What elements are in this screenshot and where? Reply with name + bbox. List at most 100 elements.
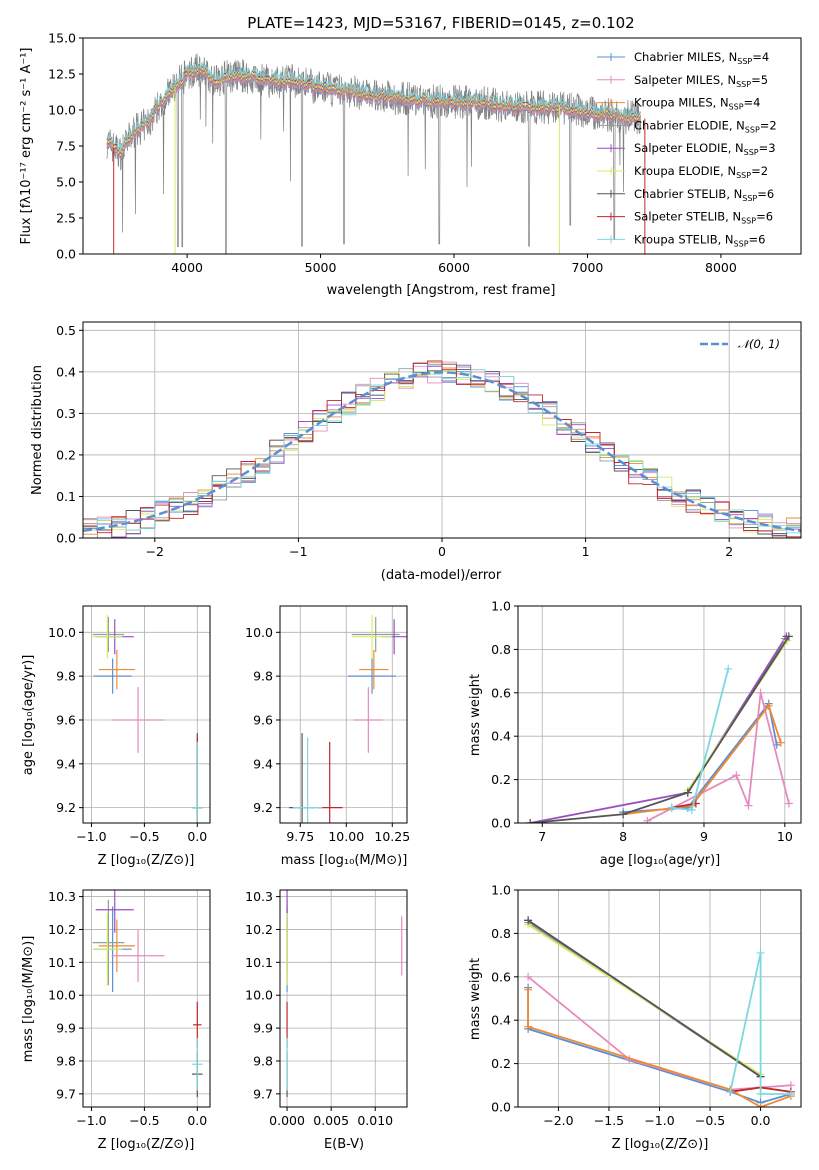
massweight-point-salpeter-miles — [784, 799, 793, 808]
massweight-point-chabrier-stelib — [526, 819, 535, 823]
massweight-point-kroupa-stelib — [726, 1087, 735, 1096]
mwz-ylabel: mass weight — [468, 958, 483, 1040]
y-tick-label: 0.4 — [491, 1013, 511, 1028]
y-tick-label: 0.6 — [491, 685, 511, 700]
massweight-line-kroupa-stelib — [671, 668, 730, 811]
x-tick-label: 7 — [538, 829, 546, 844]
x-tick-label: −0.5 — [129, 829, 159, 844]
massweight-point-kroupa-miles — [524, 985, 533, 994]
mwage-xlabel: age [log₁₀(age/yr)] — [600, 853, 721, 868]
y-tick-label: 10.2 — [48, 922, 76, 937]
gaussian-legend-label: 𝒩(0, 1) — [738, 337, 780, 351]
x-tick-label: 0.0 — [187, 829, 207, 844]
y-tick-label: 0.8 — [491, 926, 511, 941]
massebv-xlabel: E(B-V) — [324, 1137, 364, 1152]
y-tick-label: 9.2 — [56, 800, 76, 815]
residual-hist-salpeter-stelib — [83, 360, 801, 538]
panel-5-frame — [82, 889, 211, 1108]
y-tick-label: 5.0 — [56, 175, 76, 190]
massweight-line-salpeter-stelib — [671, 802, 697, 809]
y-tick-label: 10.0 — [48, 625, 76, 640]
x-tick-label: 0.005 — [313, 1113, 349, 1128]
legend-label-chabrier-miles: Chabrier MILES, NSSP=4 — [634, 50, 769, 66]
legend-subscript: SSP — [736, 80, 751, 89]
residual-ylabel: Normed distribution — [30, 365, 45, 495]
legend-count: =4 — [744, 96, 761, 110]
model-line-chabrier-elodie — [106, 67, 641, 159]
x-tick-label: 7000 — [572, 260, 604, 275]
legend-subscript: SSP — [729, 103, 744, 112]
x-tick-label: −2 — [146, 544, 164, 559]
y-tick-label: 10.0 — [48, 988, 76, 1003]
y-tick-label: 10.3 — [48, 889, 76, 904]
y-tick-label: 0.4 — [56, 364, 76, 379]
mwage-ylabel: mass weight — [468, 674, 483, 756]
x-tick-label: 0.010 — [357, 1113, 393, 1128]
panel-7-frame — [517, 889, 802, 1108]
y-tick-label: 10.0 — [245, 988, 273, 1003]
legend-count: =6 — [749, 232, 766, 246]
massweight-point-salpeter-miles — [524, 972, 533, 981]
legend-count: =5 — [751, 73, 768, 87]
y-tick-label: 9.2 — [253, 800, 273, 815]
massweight-point-chabrier-stelib — [784, 632, 793, 641]
model-line-kroupa-stelib — [106, 61, 641, 153]
y-tick-label: 0.0 — [491, 1100, 511, 1115]
legend-subscript: SSP — [736, 171, 751, 180]
y-tick-label: 1.0 — [491, 883, 511, 898]
y-tick-label: 15.0 — [48, 31, 76, 46]
y-tick-label: 0.8 — [491, 642, 511, 657]
y-tick-label: 9.8 — [253, 1053, 273, 1068]
agez-ylabel: age [log₁₀(age/yr)] — [21, 655, 36, 776]
y-tick-label: 9.8 — [56, 669, 76, 684]
model-line-salpeter-miles — [106, 70, 641, 161]
y-tick-label: 0.0 — [56, 531, 76, 546]
legend-count: =6 — [757, 187, 774, 201]
spectrum-xlabel: wavelength [Angstrom, rest frame] — [327, 283, 556, 298]
legend-count: =2 — [760, 118, 777, 132]
y-tick-label: 9.9 — [253, 1021, 273, 1036]
massweight-point-kroupa-stelib — [756, 1089, 765, 1098]
legend-subscript: SSP — [734, 239, 749, 248]
legend-count: =2 — [751, 164, 768, 178]
massweight-point-kroupa-stelib — [667, 803, 676, 812]
y-tick-label: 0.2 — [56, 447, 76, 462]
legend-label-salpeter-miles: Salpeter MILES, NSSP=5 — [634, 73, 768, 89]
massweight-point-salpeter-miles — [732, 771, 741, 780]
x-tick-label: 2 — [725, 544, 733, 559]
panel-0-axes: 4000 5000 6000 7000 8000 0.0 2.5 5.0 7.5 10.0 12.5… — [48, 31, 737, 276]
mwz-xlabel: Z [log₁₀(Z/Z⊙)] — [612, 1137, 709, 1152]
panel-6-axes: 0.000 0.005 0.010 9.7 9.8 9.9 10.0 10.1 10.2 10.3 — [245, 889, 407, 1128]
massweight-point-kroupa-miles — [756, 1103, 765, 1107]
x-tick-label: 8 — [619, 829, 627, 844]
panel-6-frame — [279, 889, 408, 1108]
gaussian-curve — [83, 371, 801, 532]
x-tick-label: −1.0 — [644, 1113, 674, 1128]
panel-2-frame — [82, 605, 211, 824]
spectrum-data-line — [106, 53, 642, 254]
y-tick-label: 9.4 — [253, 756, 273, 771]
legend-label-salpeter-elodie: Salpeter ELODIE, NSSP=3 — [634, 141, 776, 157]
x-tick-label: 9 — [700, 829, 708, 844]
x-tick-label: 6000 — [438, 260, 470, 275]
y-tick-label: 10.1 — [245, 955, 273, 970]
legend-label-salpeter-stelib: Salpeter STELIB, NSSP=6 — [634, 210, 773, 226]
x-tick-label: −0.5 — [695, 1113, 725, 1128]
model-line-chabrier-miles — [106, 71, 641, 162]
y-tick-label: 9.7 — [56, 1086, 76, 1101]
x-tick-label: 5000 — [305, 260, 337, 275]
massweight-point-chabrier-stelib — [619, 810, 628, 819]
panel-7-axes: −2.0 −1.5 −1.0 −0.5 0.0 0.0 0.2 0.4 0.6 0.8 1.0 — [491, 883, 801, 1128]
y-tick-label: 9.7 — [253, 1086, 273, 1101]
panel-3-axes: 9.75 10.00 10.25 9.2 9.4 9.6 9.8 10.0 — [245, 606, 410, 844]
residual-hist-kroupa-stelib — [83, 369, 801, 538]
agemass-xlabel: mass [log₁₀(M/M⊙)] — [281, 853, 408, 868]
x-tick-label: 0.0 — [187, 1113, 207, 1128]
x-tick-label: 9.75 — [286, 829, 314, 844]
residual-xlabel: (data-model)/error — [381, 568, 502, 583]
legend-count: =3 — [759, 141, 776, 155]
x-tick-label: −1 — [289, 544, 307, 559]
y-tick-label: 10.0 — [48, 103, 76, 118]
x-tick-label: 0 — [438, 544, 446, 559]
